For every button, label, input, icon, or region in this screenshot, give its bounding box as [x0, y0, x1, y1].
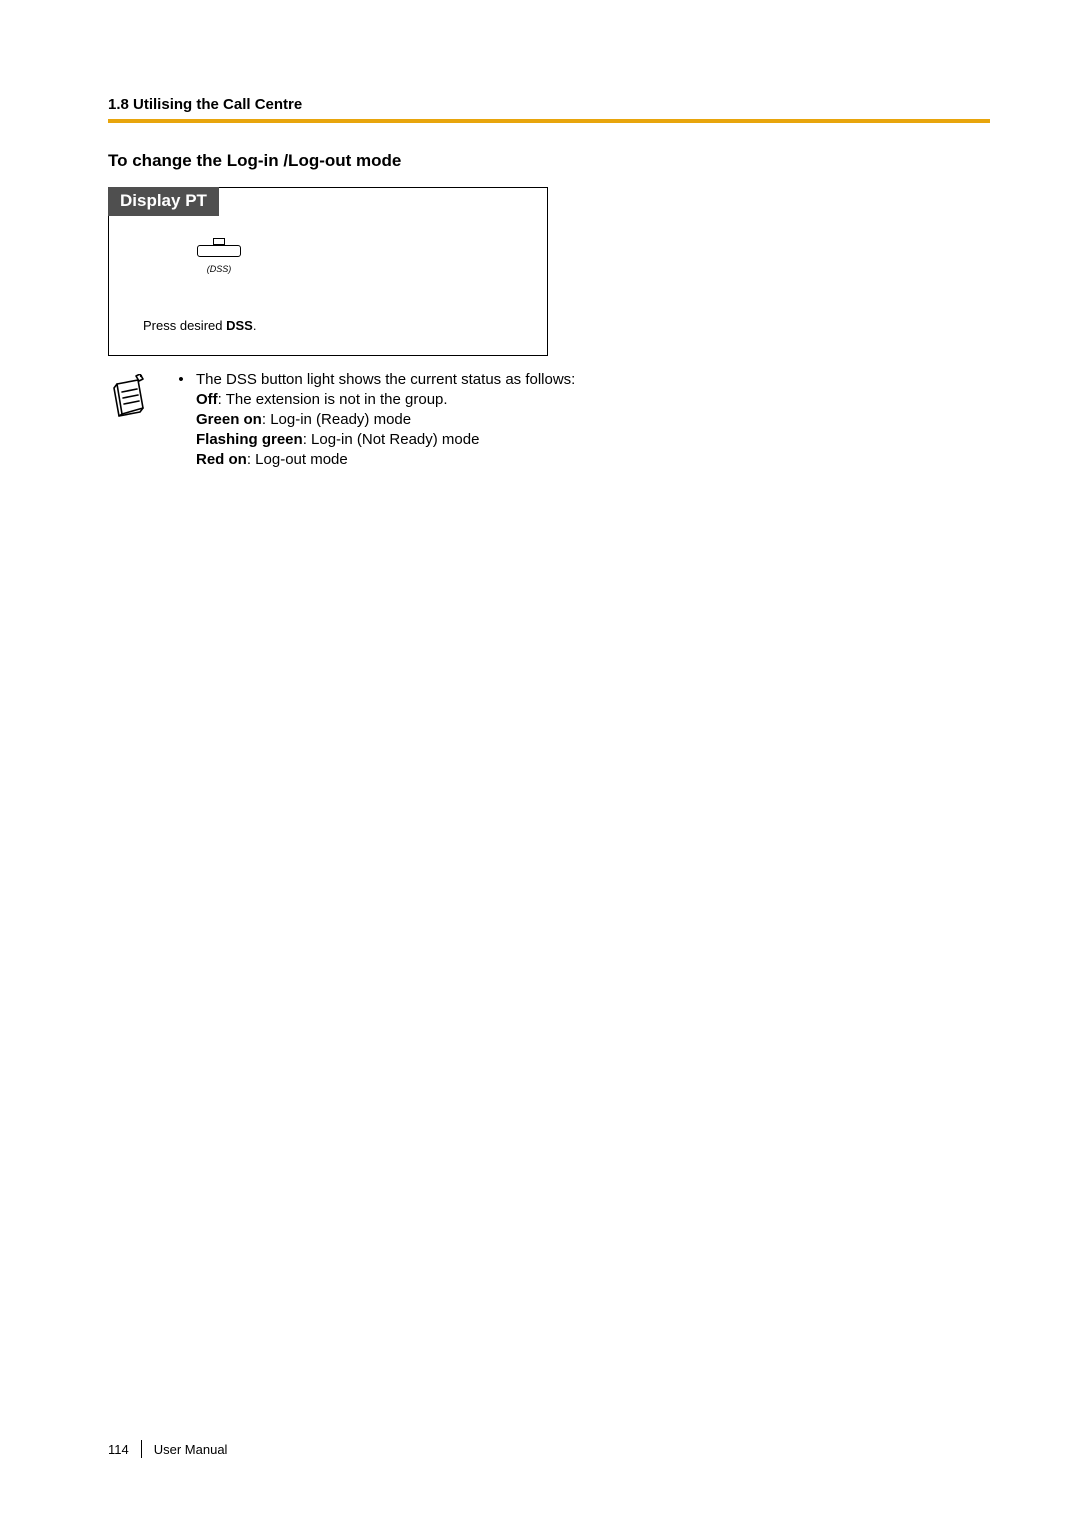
dss-button-icon: [197, 238, 241, 257]
press-bold: DSS: [226, 318, 253, 333]
dss-led-icon: [213, 238, 225, 245]
section-header: 1.8 Utilising the Call Centre: [108, 96, 990, 113]
flash-text: : Log-in (Not Ready) mode: [303, 431, 480, 448]
header-rule: [108, 119, 990, 123]
note-line-1: The DSS button light shows the current s…: [196, 370, 575, 390]
green-label: Green on: [196, 411, 262, 428]
flash-label: Flashing green: [196, 431, 303, 448]
footer-doc-title: User Manual: [154, 1442, 228, 1457]
page: 1.8 Utilising the Call Centre To change …: [0, 0, 1080, 1528]
notepad-icon: [110, 374, 152, 420]
dss-key-icon: [197, 245, 241, 257]
note-block: • The DSS button light shows the current…: [108, 370, 990, 470]
note-line-red: Red on: Log-out mode: [196, 450, 575, 470]
red-label: Red on: [196, 451, 247, 468]
press-suffix: .: [253, 318, 257, 333]
press-prefix: Press desired: [143, 318, 226, 333]
green-text: : Log-in (Ready) mode: [262, 411, 411, 428]
display-pt-title: Display PT: [108, 187, 219, 216]
page-number: 114: [108, 1442, 141, 1457]
footer-separator: [141, 1440, 142, 1458]
note-line-off: Off: The extension is not in the group.: [196, 390, 575, 410]
note-line-green: Green on: Log-in (Ready) mode: [196, 410, 575, 430]
dss-label: (DSS): [159, 264, 279, 274]
note-line-flash: Flashing green: Log-in (Not Ready) mode: [196, 430, 575, 450]
off-label: Off: [196, 391, 218, 408]
subsection-heading: To change the Log-in /Log-out mode: [108, 151, 990, 171]
display-pt-box: Display PT (DSS) Press desired DSS.: [108, 187, 548, 356]
page-footer: 114 User Manual: [108, 1440, 227, 1458]
red-text: : Log-out mode: [247, 451, 348, 468]
press-instruction: Press desired DSS.: [143, 318, 529, 333]
dss-button-diagram: (DSS): [159, 238, 279, 274]
note-bullet: •: [166, 370, 196, 390]
off-text: : The extension is not in the group.: [218, 391, 448, 408]
note-text: The DSS button light shows the current s…: [196, 370, 575, 470]
note-icon-cell: [108, 370, 166, 425]
display-pt-body: (DSS) Press desired DSS.: [109, 216, 547, 355]
